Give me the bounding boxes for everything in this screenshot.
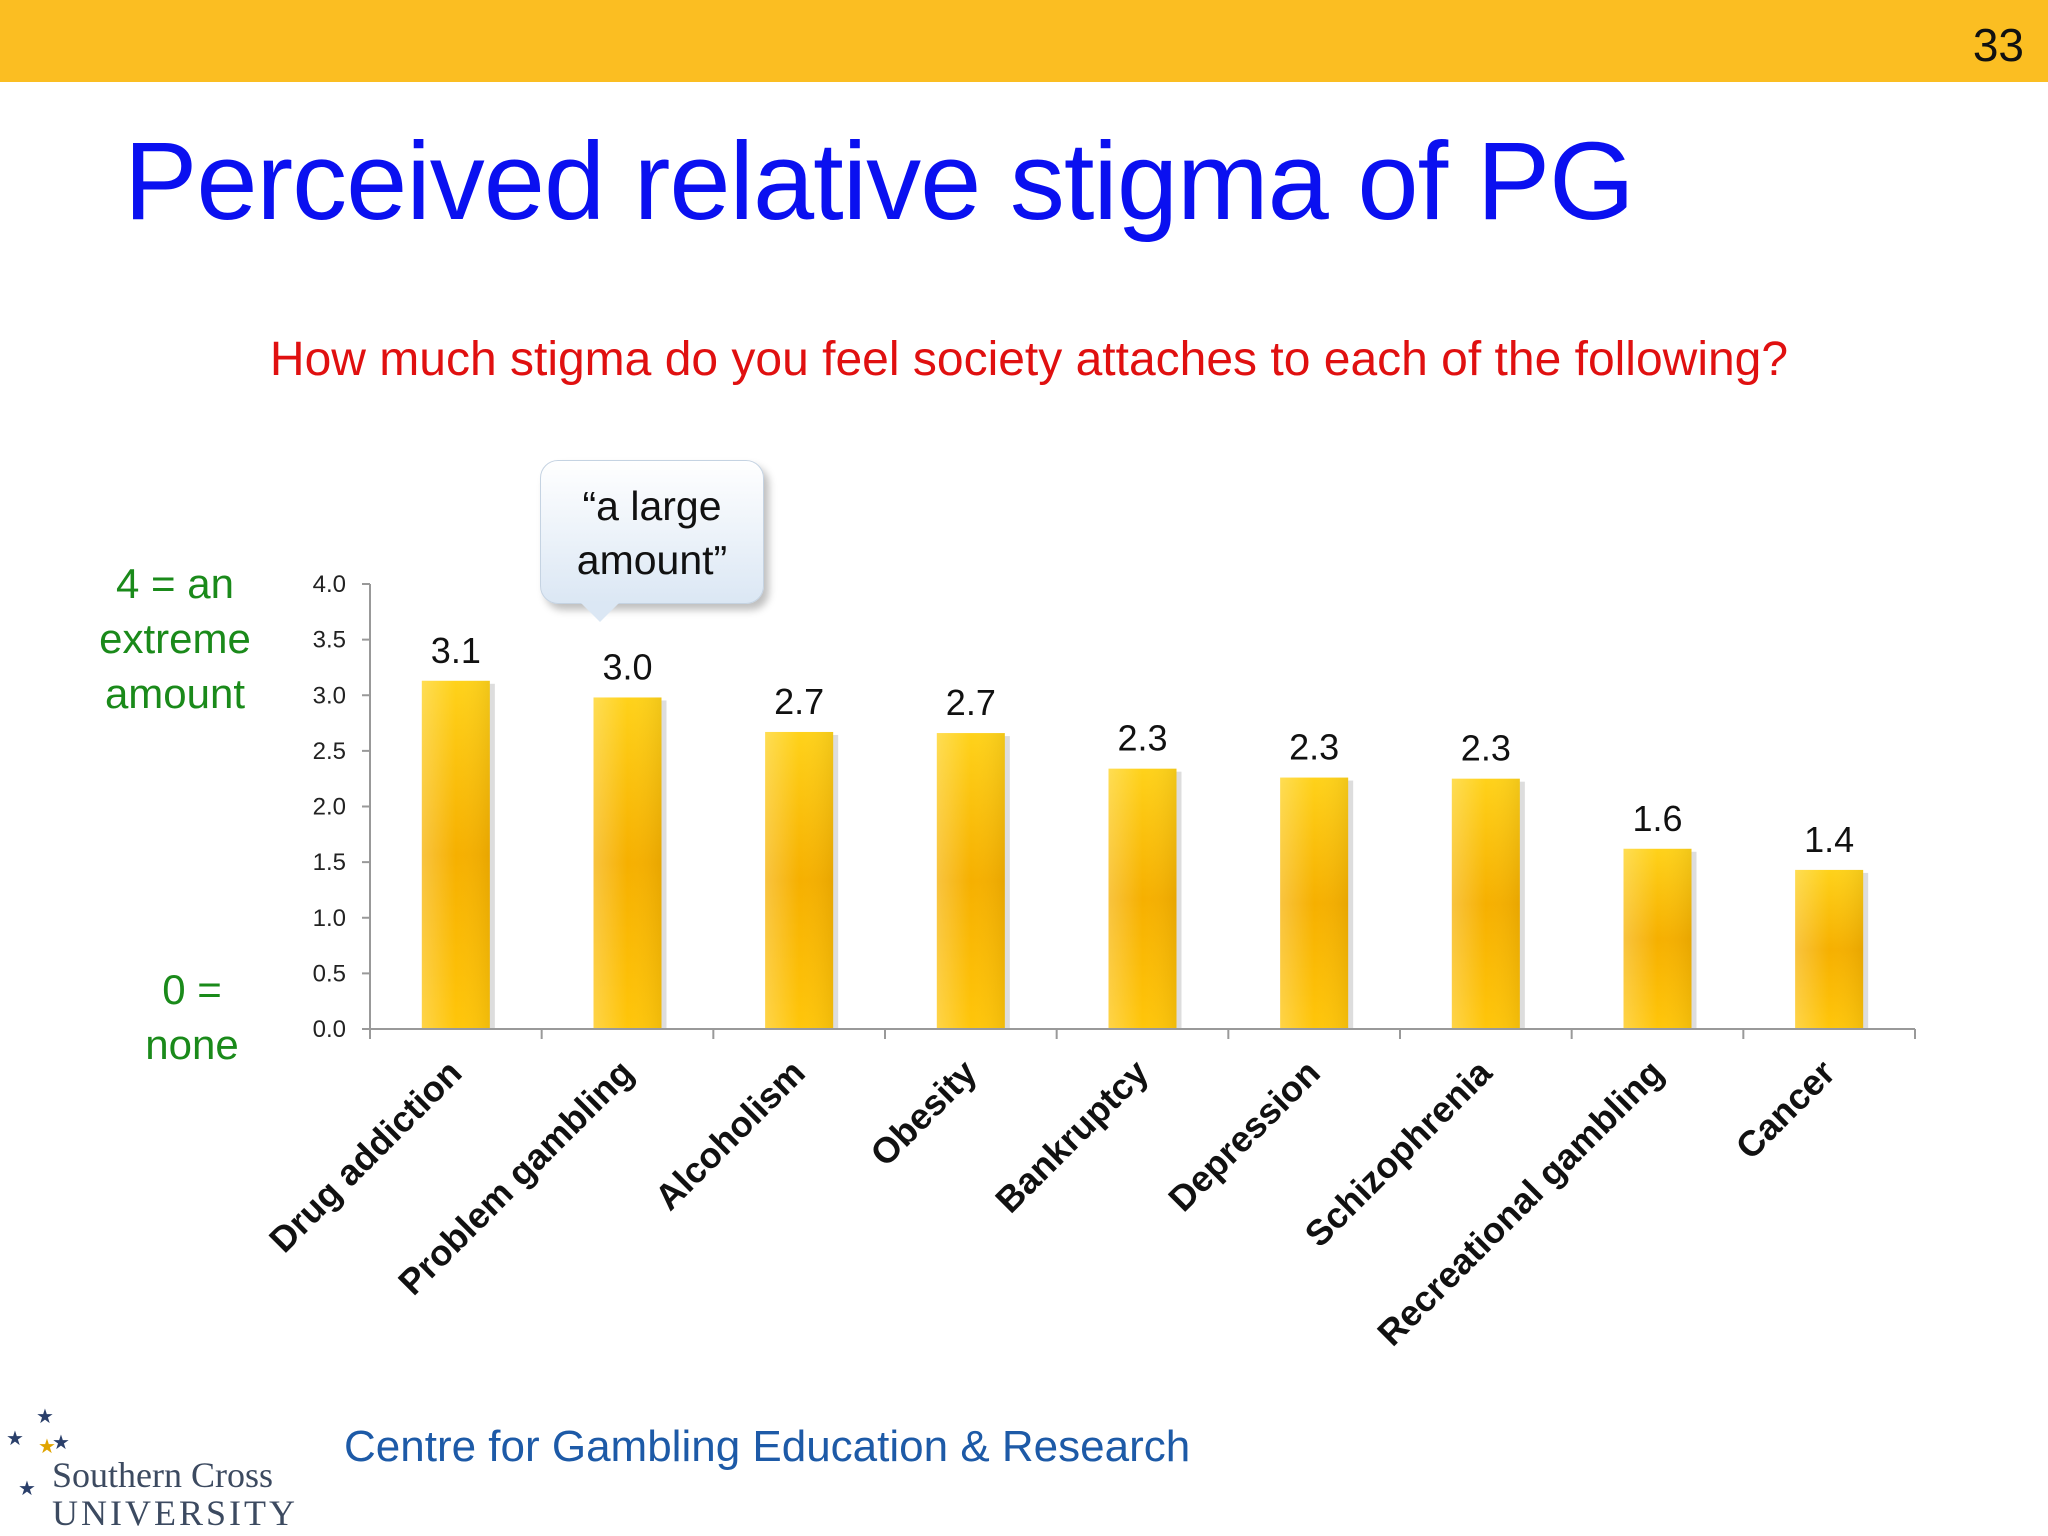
- y-tick-label: 1.0: [313, 905, 346, 932]
- logo-star-icon: ★: [52, 1432, 70, 1454]
- category-label: Recreational gambling: [1369, 1052, 1671, 1354]
- data-label: 2.3: [1117, 718, 1167, 759]
- category-label: Obesity: [862, 1052, 984, 1174]
- data-label: 2.3: [1461, 728, 1511, 769]
- logo-star-icon: ★: [18, 1478, 36, 1500]
- callout-bubble: “a large amount”: [540, 460, 764, 604]
- y-tick-label: 4.0: [313, 571, 346, 598]
- bar-highlight: [1108, 768, 1177, 1029]
- scale-note-top-line: 4 = an: [116, 560, 234, 607]
- y-tick-label: 0.0: [313, 1016, 346, 1043]
- survey-question: How much stigma do you feel society atta…: [269, 333, 1789, 386]
- data-label: 3.1: [431, 630, 481, 671]
- y-tick-label: 1.5: [313, 849, 346, 876]
- y-tick-label: 0.5: [313, 960, 346, 987]
- data-label: 2.7: [774, 681, 824, 722]
- data-label: 2.3: [1289, 727, 1339, 768]
- bar-highlight: [1795, 869, 1864, 1029]
- y-tick-label: 2.5: [313, 738, 346, 765]
- footer-org-name: Centre for Gambling Education & Research: [344, 1422, 1191, 1471]
- logo-text-line2: UNIVERSITY: [52, 1493, 298, 1533]
- university-logo: ★ ★ ★ ★ ★ Southern Cross UNIVERSITY: [0, 1400, 330, 1536]
- callout-line: amount”: [576, 537, 728, 583]
- category-label: Depression: [1160, 1052, 1328, 1220]
- bar-highlight: [593, 697, 662, 1029]
- logo-text-line1: Southern Cross: [52, 1455, 274, 1495]
- bar-highlight: [936, 733, 1005, 1029]
- logo-star-icon: ★: [36, 1406, 54, 1428]
- data-label: 3.0: [602, 646, 652, 687]
- slide-number: 33: [1972, 19, 2024, 71]
- bar-highlight: [1451, 778, 1520, 1029]
- y-tick-label: 2.0: [313, 794, 346, 821]
- bar-highlight: [1280, 777, 1349, 1029]
- y-tick-label: 3.5: [313, 627, 346, 654]
- page-title: Perceived relative stigma of PG: [124, 120, 1635, 243]
- scale-note-bottom: 0 = none: [112, 962, 272, 1072]
- top-band: [0, 0, 2048, 82]
- y-tick-label: 3.0: [313, 682, 346, 709]
- scale-note-top: 4 = an extreme amount: [80, 556, 270, 721]
- category-label: Cancer: [1728, 1052, 1843, 1167]
- bar-highlight: [421, 680, 490, 1029]
- bar-highlight: [1623, 848, 1692, 1029]
- callout-tail: [580, 602, 620, 622]
- logo-star-icon: ★: [38, 1436, 56, 1458]
- category-label: Bankruptcy: [987, 1052, 1156, 1221]
- data-label: 1.6: [1632, 798, 1682, 839]
- callout-line: “a large: [582, 483, 722, 529]
- scale-note-bottom-line: none: [145, 1021, 239, 1068]
- bar-highlight: [765, 731, 834, 1029]
- scale-note-top-line: extreme: [99, 615, 251, 662]
- scale-note-bottom-line: 0 =: [162, 966, 222, 1013]
- logo-star-icon: ★: [6, 1428, 24, 1450]
- category-label: Alcoholism: [647, 1052, 813, 1218]
- data-label: 1.4: [1804, 819, 1854, 860]
- scale-note-top-line: amount: [104, 670, 246, 717]
- data-label: 2.7: [946, 682, 996, 723]
